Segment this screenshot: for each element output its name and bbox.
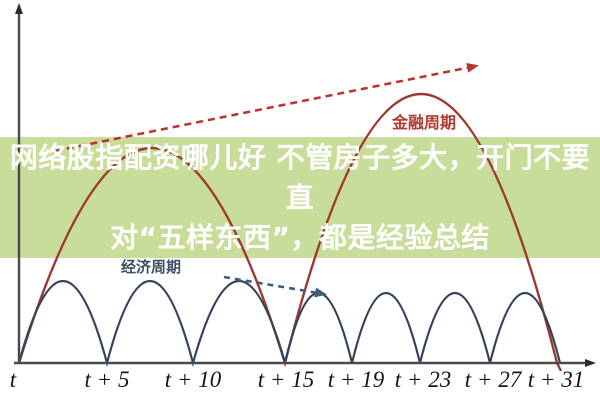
x-tick-t15: t + 15 (257, 367, 315, 392)
y-axis-arrowhead-icon (15, 3, 23, 14)
financial-cycle-label: 金融周期 (391, 113, 456, 132)
headline-banner: 网络股指配资哪儿好 不管房子多大，开门不要直 对“五样东西”，都是经验总结 (0, 137, 600, 258)
economic-cycle-label: 经济周期 (121, 258, 181, 276)
x-axis-arrowhead-icon (585, 359, 596, 367)
economic-cycle-curve (17, 279, 562, 368)
x-tick-t: t (9, 367, 17, 392)
economic-trend-arrow (223, 275, 327, 298)
x-tick-t23: t + 23 (394, 367, 452, 392)
headline-line-2: 对“五样东西”，都是经验总结 (110, 220, 490, 254)
x-tick-t10: t + 10 (164, 367, 222, 392)
headline-line-1: 网络股指配资哪儿好 不管房子多大，开门不要直 (9, 140, 591, 214)
x-tick-t27: t + 27 (464, 367, 522, 392)
x-tick-t31: t + 31 (527, 367, 585, 392)
x-tick-t5: t + 5 (84, 367, 130, 392)
banner-band (0, 137, 600, 258)
x-tick-t19: t + 19 (327, 367, 385, 392)
